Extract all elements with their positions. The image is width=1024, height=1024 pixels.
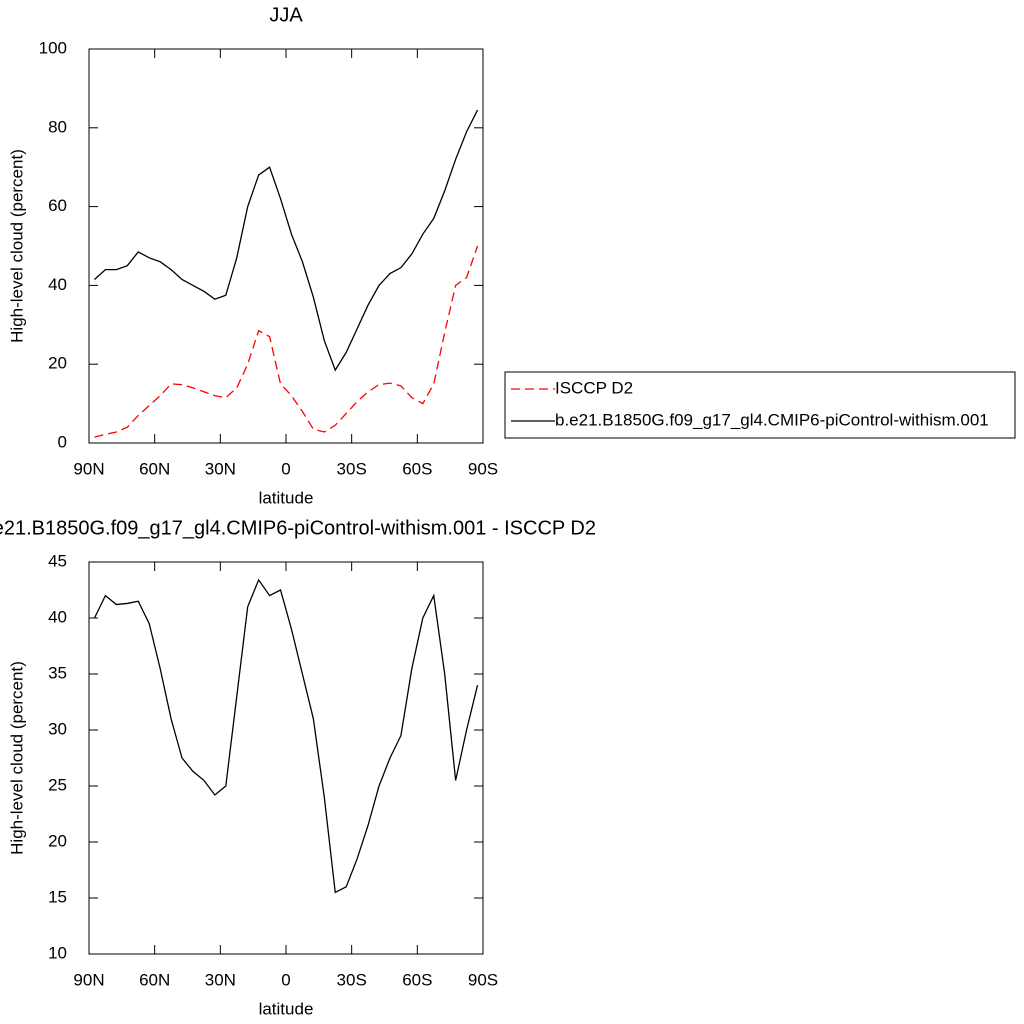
data-line xyxy=(94,109,479,372)
y-tick-label: 20 xyxy=(48,354,67,373)
x-tick-label: 30S xyxy=(337,459,367,478)
y-axis-label: High-level cloud (percent) xyxy=(7,661,26,855)
x-axis-label: latitude xyxy=(259,488,314,507)
x-tick-label: 30N xyxy=(205,970,236,989)
x-tick-label: 0 xyxy=(281,459,290,478)
y-tick-label: 25 xyxy=(48,775,67,794)
legend-box xyxy=(504,371,1016,439)
plot-frame xyxy=(88,48,484,444)
x-tick-label: 30S xyxy=(337,970,367,989)
y-tick-label: 0 xyxy=(58,432,67,451)
legend-label: ISCCP D2 xyxy=(555,378,633,397)
y-tick-label: 40 xyxy=(48,275,67,294)
y-tick-label: 30 xyxy=(48,719,67,738)
y-tick-label: 60 xyxy=(48,196,67,215)
x-tick-label: 90S xyxy=(468,459,498,478)
x-axis-label: latitude xyxy=(259,999,314,1018)
y-tick-label: 20 xyxy=(48,831,67,850)
plot-frame xyxy=(88,561,484,955)
x-tick-label: 30N xyxy=(205,459,236,478)
y-tick-label: 40 xyxy=(48,607,67,626)
x-tick-label: 90N xyxy=(73,459,104,478)
y-tick-label: 10 xyxy=(48,943,67,962)
data-line xyxy=(94,245,479,438)
x-tick-label: 60N xyxy=(139,970,170,989)
x-tick-label: 60S xyxy=(402,459,432,478)
y-axis-label: High-level cloud (percent) xyxy=(7,149,26,343)
y-tick-label: 15 xyxy=(48,887,67,906)
chart-title: JJA xyxy=(269,4,303,26)
x-tick-label: 90N xyxy=(73,970,104,989)
chart-title: b.e21.B1850G.f09_g17_gl4.CMIP6-piControl… xyxy=(0,517,596,539)
x-tick-label: 90S xyxy=(468,970,498,989)
legend-label: b.e21.B1850G.f09_g17_gl4.CMIP6-piControl… xyxy=(555,410,989,429)
data-line xyxy=(93,578,479,894)
x-tick-label: 60N xyxy=(139,459,170,478)
y-tick-label: 35 xyxy=(48,663,67,682)
x-tick-label: 0 xyxy=(281,970,290,989)
y-tick-label: 45 xyxy=(48,551,67,570)
y-tick-label: 80 xyxy=(48,117,67,136)
x-tick-label: 60S xyxy=(402,970,432,989)
y-tick-label: 100 xyxy=(39,38,67,57)
